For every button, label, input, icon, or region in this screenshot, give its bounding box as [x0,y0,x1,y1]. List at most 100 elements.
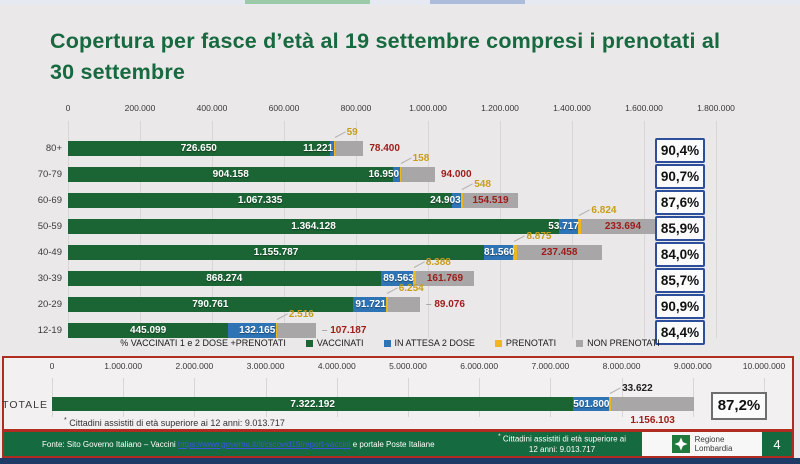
bar-segment-non-prenotati [611,397,694,411]
label-dash: – [426,299,435,310]
bar-value-non-prenotati: 161.769 [426,273,464,284]
lombardia-logo: Regione Lombardia [642,432,762,456]
source-prefix: Fonte: Sito Governo Italiano – Vaccini [42,439,176,449]
bar-segment-prenotati [333,141,336,156]
coverage-percent-box: 84,4% [655,320,705,345]
bar-segment-vaccinati [68,297,353,312]
legend-item: % VACCINATI 1 e 2 DOSE +PRENOTATI [120,338,286,348]
bar-segment-attesa [380,271,413,286]
axis-tick-label: 800.000 [340,103,372,113]
bar-segment-attesa [228,323,276,338]
bar-segment-vaccinati [68,219,560,234]
bar-segment-non-prenotati [580,219,665,234]
coverage-percent-box: 85,9% [655,216,705,241]
age-row-label: 20-29 [37,299,62,310]
footer-note-line2: 12 anni: 9.013.717 [528,444,596,454]
axis-tick-label: 5.000.000 [389,361,427,371]
bar-segment-prenotati [609,397,612,411]
callout-leader-line [334,131,346,138]
bar-segment-prenotati [513,245,517,260]
gridline [716,121,717,338]
top-strip [0,0,800,5]
logo-text: Regione Lombardia [695,435,733,453]
callout-leader-line [386,287,398,294]
prenotati-callout-label: 59 [346,127,358,138]
legend-item: PRENOTATI [494,338,557,348]
prenotati-callout-label: 6.254 [398,283,424,294]
prenotati-callout-label: 2.516 [288,309,314,320]
bar-value-vaccinati: 1.364.128 [291,221,336,232]
logo-text-line2: Lombardia [694,444,733,453]
legend-label: PRENOTATI [505,338,557,348]
source-link[interactable]: https://www.governo.it/it/cscovid19/repo… [177,439,351,449]
bar-segment-non-prenotati [462,193,519,208]
bar-segment-attesa [452,193,462,208]
legend-item: NON PRENOTATI [576,338,660,348]
footnote: * Cittadini assistiti di età superiore a… [64,417,285,428]
axis-tick-label: 1.400.000 [553,103,591,113]
axis-tick-label: 1.000.000 [409,103,447,113]
axis-tick-label: 7.000.000 [531,361,570,371]
bar-segment-vaccinati [68,141,330,156]
axis-tick-label: 200.000 [124,103,156,113]
prenotati-callout-label: 8.388 [425,257,451,268]
bar-segment-vaccinati [68,167,394,182]
footer-note-line1: Cittadini assistiti di età superiore ai [502,434,626,444]
axis-tick-label: 1.800.000 [697,103,735,113]
page-title: Copertura per fasce d’età al 19 settembr… [50,29,721,85]
age-row-label: 70-79 [37,169,62,180]
bar-value-attesa: 81.560 [484,247,515,258]
bar-value-vaccinati: 7.322.192 [290,399,335,410]
prenotati-callout-label: 33.622 [622,383,653,394]
legend-item: IN ATTESA 2 DOSE [383,338,475,348]
age-row-label: 30-39 [37,273,62,284]
callout-leader-line [579,209,591,216]
bar-value-vaccinati: 790.761 [192,299,229,310]
label-dash: – [321,325,331,336]
axis-tick-label: 600.000 [268,103,300,113]
top-strip-fleck [245,0,370,4]
bar-segment-prenotati [385,297,388,312]
bar-segment-prenotati [578,219,581,234]
age-row-label: 60-69 [37,195,62,206]
bar-value-attesa: 53.717 [548,221,579,232]
footer-note: * Cittadini assistiti di età superiore a… [498,433,626,455]
axis-tick-label: 2.000.000 [175,361,214,371]
bar-value-non-prenotati: 233.694 [604,221,642,232]
footnote-marker: * [64,417,67,424]
legend-item: VACCINATI [305,338,364,348]
legend-label: NON PRENOTATI [587,338,660,348]
coverage-percent-box: 87,6% [655,190,705,215]
bar-segment-attesa [393,167,400,182]
bar-value-attesa: 89.563 [383,273,414,284]
bar-value-vaccinati: 445.099 [130,325,167,336]
top-strip-fleck [430,0,525,4]
bar-segment-attesa [484,245,514,260]
callout-leader-line [400,157,412,164]
bar-segment-attesa [573,397,610,411]
bar-segment-vaccinati [68,245,485,260]
bar-value-attesa: 24.903 [430,195,461,206]
bar-segment-non-prenotati [335,141,364,156]
legend-swatch [576,339,584,347]
axis-tick-label: 6.000.000 [460,361,499,371]
logo-text-line1: Regione [694,434,725,444]
bar-value-vaccinati: 904.158 [212,169,249,180]
bar-segment-prenotati [399,167,402,182]
coverage-percent-box: 87,2% [711,392,767,420]
prenotati-callout-label: 548 [474,179,491,190]
bar-value-non-prenotati: 237.458 [541,247,578,258]
bar-segment-prenotati [275,323,278,338]
coverage-percent-box: 90,9% [655,294,705,319]
coverage-percent-box: 90,7% [655,164,705,189]
age-row-label: 12-19 [37,325,62,336]
prenotati-callout-label: 8.875 [526,231,552,242]
footnote-text: Cittadini assistiti di età superiore ai … [69,418,285,428]
total-section [2,356,794,431]
bar-value-non-prenotati: 1.156.103 [630,415,675,426]
bar-segment-vaccinati [52,397,574,411]
bar-segment-prenotati [412,271,416,286]
coverage-percent-box: 90,4% [655,138,705,163]
age-row-label: 80+ [45,143,62,154]
bar-value-attesa: 501.800 [573,399,610,410]
